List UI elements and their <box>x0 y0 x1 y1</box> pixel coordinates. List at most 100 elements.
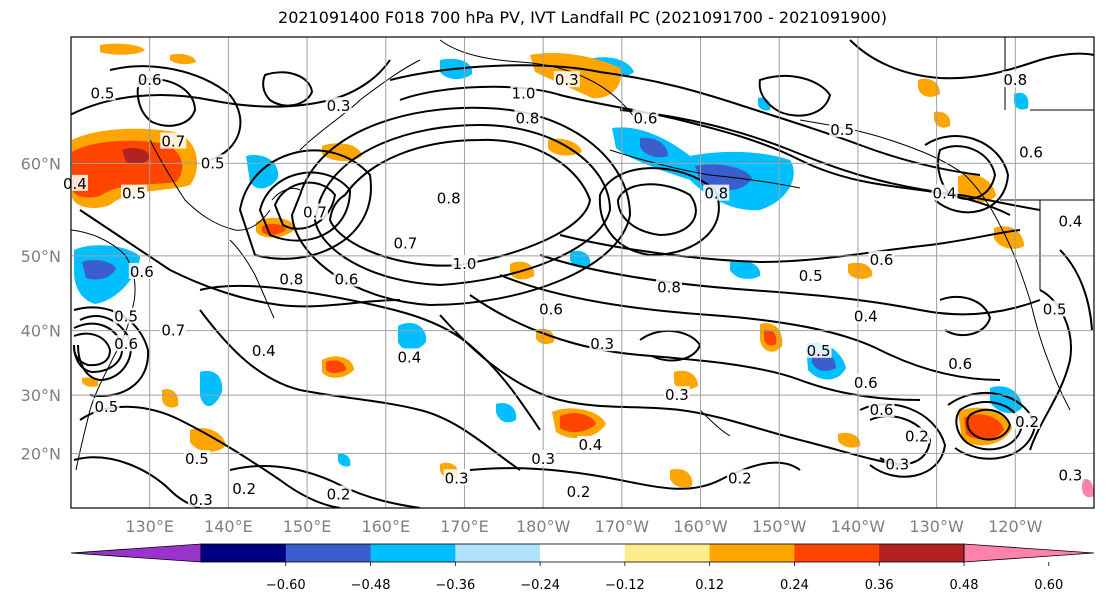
contour-label-bg <box>392 234 419 251</box>
anomaly-shade <box>338 453 351 467</box>
contour-label-bg <box>829 121 856 138</box>
contour-label-bg <box>136 71 163 88</box>
contour-label-bg <box>160 321 187 338</box>
contour-line <box>199 309 521 471</box>
contour-label: 0.6 <box>948 355 972 373</box>
contour-label-bg <box>703 184 730 201</box>
anomaly-shade <box>848 262 873 279</box>
contour-line <box>389 64 981 176</box>
longitude-label: 160°W <box>673 517 728 536</box>
contour-label-bg <box>113 307 140 324</box>
map-frame <box>70 36 1095 509</box>
contour-label: 0.5 <box>1043 301 1067 319</box>
longitude-label: 120°W <box>988 517 1043 536</box>
contour-label-bg <box>565 482 592 499</box>
contour-line <box>290 106 632 307</box>
longitude-label: 170°E <box>440 517 489 536</box>
contour-label-bg <box>589 335 616 352</box>
anomaly-shade <box>122 148 150 164</box>
longitude-labels: 130°E 140°E 150°E 160°E 170°E 180°W 170°W 160°W… <box>125 517 1042 536</box>
colorbar-bin <box>540 544 626 562</box>
contour-line <box>598 167 720 257</box>
latitude-label: 40°N <box>21 322 61 341</box>
contour-label-bg <box>89 84 116 101</box>
colorbar-bin <box>201 544 287 562</box>
contour-line <box>79 405 341 508</box>
longitude-label: 140°E <box>204 517 253 536</box>
contour-label-bg <box>852 307 879 324</box>
contour-label-bg <box>120 184 147 201</box>
longitude-label: 140°W <box>831 517 886 536</box>
contour-label-bg <box>514 109 541 126</box>
contour-label: 0.5 <box>91 84 115 102</box>
contour-label: 0.6 <box>138 71 162 89</box>
colorbar-bin <box>285 544 372 562</box>
contour-label: 0.6 <box>334 271 358 289</box>
colorbar-tick-label: 0.12 <box>695 578 724 593</box>
contour-line <box>313 123 612 287</box>
contour-line <box>71 59 391 116</box>
contour-label-bg <box>93 398 120 415</box>
contour-line <box>258 171 352 242</box>
colorbar-bin <box>624 544 711 562</box>
contour-label-bg <box>538 300 565 317</box>
contour-line <box>73 332 112 367</box>
latitude-label: 20°N <box>21 444 61 463</box>
anomaly-shade <box>1014 92 1029 110</box>
coastline <box>299 59 421 151</box>
contour-label: 1.0 <box>453 255 477 273</box>
anomaly-shade <box>560 413 596 433</box>
anomaly-shade <box>990 386 1022 414</box>
coastline <box>229 239 275 319</box>
colorbar: −0.60 −0.48 −0.36 −0.24 −0.12 0.12 0.24 0.36 0.4… <box>70 543 1095 593</box>
contour-label-bg <box>632 109 659 126</box>
colorbar-tick-label: 0.36 <box>865 578 894 593</box>
coastline <box>149 139 271 231</box>
contour-label-bg <box>250 341 277 358</box>
contour-label: 0.5 <box>830 121 854 139</box>
contour-label-bg <box>726 469 753 486</box>
contour-label: 0.3 <box>590 335 614 353</box>
contour-label: 0.4 <box>252 342 276 360</box>
anomaly-shade <box>838 432 861 448</box>
anomaly-shade <box>695 164 752 191</box>
anomaly-shade <box>674 370 698 390</box>
contour-label-bg <box>278 270 305 287</box>
contour-line <box>924 135 1010 214</box>
contour-label: 0.5 <box>114 308 138 326</box>
gridlines <box>71 37 1094 508</box>
anomaly-shade <box>758 97 771 111</box>
contour-line <box>109 65 242 161</box>
contour-line <box>966 408 1012 441</box>
contour-label-bg <box>530 449 557 466</box>
contour-label-bg <box>183 449 210 466</box>
contour-label-bg <box>868 250 895 267</box>
contour-label: 0.8 <box>515 109 539 127</box>
contour-line <box>73 456 201 508</box>
contour-label-bg <box>199 154 226 171</box>
contour-label: 0.2 <box>232 480 256 498</box>
anomaly-shade <box>190 427 226 452</box>
anomaly-shade <box>730 260 761 279</box>
contour-label: 0.2 <box>905 427 929 445</box>
contour-line <box>73 322 124 374</box>
contour-label-bg <box>656 278 683 295</box>
colorbar-tick-label: 0.48 <box>950 578 979 593</box>
contour-line <box>229 464 421 508</box>
contour-labels: 1.0 0.8 0.6 0.5 0.8 0.6 0.4 0.4 0.6 0.5 0.8 0.8 1.0 0… <box>61 71 1084 509</box>
contour-label: 0.8 <box>279 271 303 289</box>
longitude-label: 180°W <box>516 517 571 536</box>
colorbar-tick-label: −0.60 <box>266 578 306 593</box>
contour-label: 0.8 <box>437 189 461 207</box>
contour-label: 0.2 <box>567 483 591 501</box>
colorbar-tick-label: −0.24 <box>520 578 560 593</box>
contour-label: 0.4 <box>1058 213 1082 231</box>
contour-label: 0.6 <box>634 109 658 127</box>
contour-label-bg <box>301 203 328 220</box>
contour-label-bg <box>1014 412 1041 429</box>
contour-label-bg <box>396 348 423 365</box>
contour-label: 0.3 <box>665 386 689 404</box>
contour-label: 1.0 <box>512 84 536 102</box>
anomaly-shade <box>200 370 223 407</box>
contour-line <box>79 209 401 308</box>
